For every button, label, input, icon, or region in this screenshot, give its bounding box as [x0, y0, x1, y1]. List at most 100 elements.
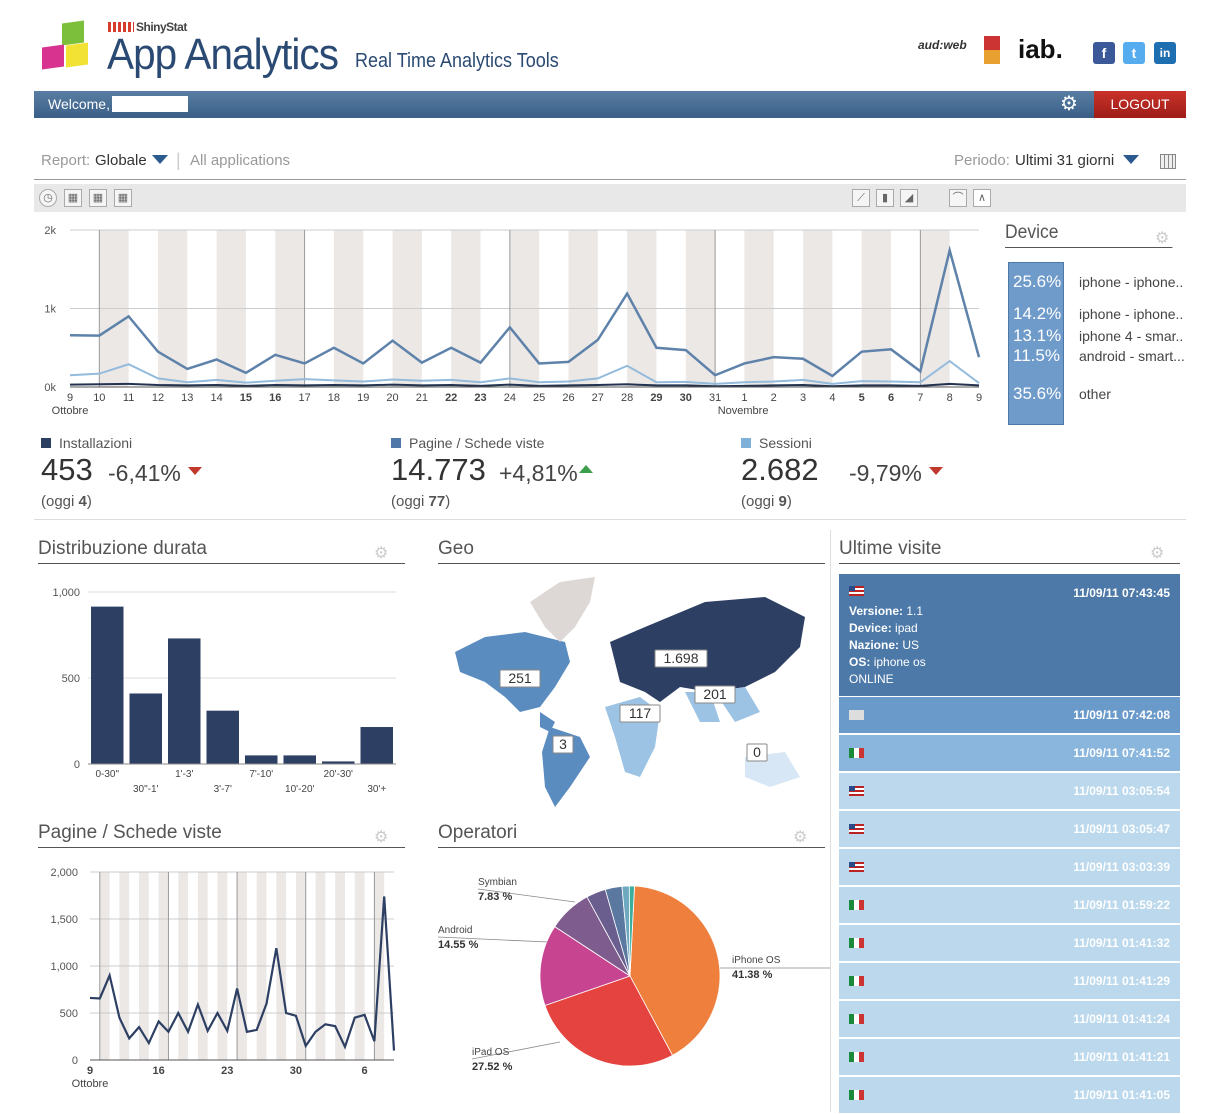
kpi-value: 2.682	[741, 452, 819, 487]
geo-marker-box	[499, 669, 541, 688]
kpi-label: Pagine / Schede viste	[391, 435, 544, 451]
duration-bar	[283, 755, 316, 764]
y-tick-label: 500	[60, 1008, 78, 1020]
award-logo	[984, 36, 1000, 64]
us-flag-icon	[849, 786, 864, 796]
x-tick-label: 1'-3'	[175, 769, 193, 780]
visit-row[interactable]: 11/09/11 01:59:22	[839, 887, 1180, 924]
x-tick-label: 3'-7'	[214, 784, 232, 795]
pie-label: Android	[438, 925, 472, 936]
kpi-today: (oggi 4)	[41, 493, 92, 510]
pie-leader-line	[471, 1041, 561, 1060]
x-tick-label: 19	[357, 392, 369, 404]
clock-icon[interactable]: ◷	[39, 189, 57, 207]
period-select[interactable]: Ultimi 31 giorni	[1015, 152, 1115, 169]
report-bar: Report: Globale | All applications Perio…	[34, 140, 1186, 180]
x-tick-label: 18	[328, 392, 340, 404]
pagine-line-chart: 0 500 1,000 1,500 2,000 9 16 23 30 6 Ottobre	[50, 867, 396, 1090]
device-pct: 13.1%	[1013, 326, 1062, 345]
x-tick-label: 28	[621, 392, 633, 404]
x-tick-label: 31	[709, 392, 721, 404]
visit-row[interactable]: 11/09/11 01:41:21	[839, 1039, 1180, 1076]
grid-medium-icon[interactable]: ▦	[89, 189, 107, 207]
geo-title: Geo	[438, 538, 825, 564]
y-tick-label: 1,000	[50, 961, 78, 973]
visit-time: 11/09/11 01:41:29	[1073, 974, 1170, 988]
kpi-today: (oggi 9)	[741, 493, 792, 510]
grid-large-icon[interactable]: ▦	[114, 189, 132, 207]
x-tick-label: 1	[741, 392, 747, 404]
area-chart-icon[interactable]: ◢	[900, 189, 918, 207]
brand-small: ShinyStat	[108, 20, 187, 34]
device-label[interactable]: iphone 4 - smar..	[1079, 328, 1184, 344]
device-settings-gear-icon[interactable]: ⚙	[1155, 230, 1170, 247]
operatori-settings-gear-icon[interactable]: ⚙	[793, 829, 808, 846]
all-applications-link[interactable]: All applications	[190, 152, 291, 169]
visit-status: ONLINE	[849, 672, 894, 686]
geo-marker-box	[619, 704, 661, 723]
pagine-settings-gear-icon[interactable]: ⚙	[374, 829, 389, 846]
visit-expanded[interactable]: 11/09/11 07:43:45 Versione: 1.1 Device: …	[839, 574, 1180, 697]
visit-row[interactable]: 11/09/11 03:03:39	[839, 849, 1180, 886]
logout-button[interactable]: LOGOUT	[1094, 91, 1186, 118]
report-select[interactable]: Globale	[95, 152, 147, 169]
trend-up-icon	[579, 465, 593, 473]
visit-row[interactable]: 11/09/11 07:41:52	[839, 735, 1180, 772]
kpi-value: 453	[41, 452, 93, 487]
visit-row[interactable]: 11/09/11 03:05:47	[839, 811, 1180, 848]
facebook-icon[interactable]: f	[1093, 42, 1115, 64]
x-tick-label: 14	[210, 392, 222, 404]
visit-row[interactable]: 11/09/11 01:41:29	[839, 963, 1180, 1000]
geo-marker-label: 251	[508, 670, 532, 686]
it-flag-icon	[849, 1090, 864, 1100]
twitter-icon[interactable]: t	[1123, 42, 1145, 64]
pie-label: iPhone OS	[732, 955, 781, 966]
chart-toolbar: ◷ ▦ ▦ ▦ ⟋ ▮ ◢ ⌒ ∧	[34, 184, 1186, 212]
x-tick-label: 2	[771, 392, 777, 404]
y-tick-label: 1,000	[52, 587, 80, 599]
duration-bar-chart: 0 500 1,000 0-30" 30"-1' 1'-3' 3'-7' 7'-10' 10'-…	[52, 587, 396, 795]
visite-settings-gear-icon[interactable]: ⚙	[1150, 545, 1165, 562]
device-label[interactable]: android - smart...	[1079, 348, 1185, 364]
sharp-line-icon[interactable]: ∧	[973, 189, 991, 207]
x-tick-label: 16	[153, 1065, 165, 1077]
linkedin-icon[interactable]: in	[1154, 42, 1176, 64]
kpi-change: -6,41%	[108, 460, 181, 486]
smooth-line-icon[interactable]: ⌒	[949, 189, 967, 207]
calendar-icon[interactable]	[1160, 154, 1176, 169]
visit-row[interactable]: 11/09/11 07:42:08	[839, 697, 1180, 734]
line-chart-icon[interactable]: ⟋	[852, 189, 870, 207]
it-flag-icon	[849, 976, 864, 986]
welcome-text: Welcome,	[48, 96, 110, 112]
period-dropdown-chevron-icon[interactable]	[1123, 153, 1139, 170]
grid-small-icon[interactable]: ▦	[64, 189, 82, 207]
geo-marker-label: 1.698	[663, 650, 698, 666]
central-america-shape	[540, 712, 555, 732]
distribuzione-settings-gear-icon[interactable]: ⚙	[374, 545, 389, 562]
device-bar	[1008, 262, 1064, 425]
pie-slice	[544, 975, 674, 1067]
duration-bar	[245, 755, 278, 764]
visit-time: 11/09/11 03:03:39	[1073, 860, 1170, 874]
visit-row[interactable]: 11/09/11 01:41:32	[839, 925, 1180, 962]
y-tick-label: 500	[62, 673, 80, 685]
visit-os: iphone os	[873, 655, 926, 669]
x-tick-label: 8	[947, 392, 953, 404]
operatori-title: Operatori	[438, 822, 825, 848]
bar-chart-icon[interactable]: ▮	[876, 189, 894, 207]
visit-time: 11/09/11 03:05:47	[1073, 822, 1170, 836]
visit-row[interactable]: 11/09/11 01:41:24	[839, 1001, 1180, 1038]
us-flag-icon	[849, 862, 864, 872]
visit-row[interactable]: 11/09/11 01:41:05	[839, 1077, 1180, 1114]
visit-row[interactable]: 11/09/11 03:05:54	[839, 773, 1180, 810]
device-label[interactable]: iphone - iphone..	[1079, 274, 1184, 290]
pie-label: Symbian	[478, 877, 517, 888]
report-dropdown-chevron-icon[interactable]	[152, 153, 168, 170]
device-label[interactable]: other	[1079, 386, 1111, 402]
device-label[interactable]: iphone - iphone..	[1079, 306, 1184, 322]
x-tick-label: 7'-10'	[249, 769, 273, 780]
settings-gear-icon[interactable]: ⚙	[1060, 93, 1078, 115]
geo-marker-box	[552, 735, 574, 754]
us-flag-icon	[849, 824, 864, 834]
x-tick-label: 4	[829, 392, 835, 404]
